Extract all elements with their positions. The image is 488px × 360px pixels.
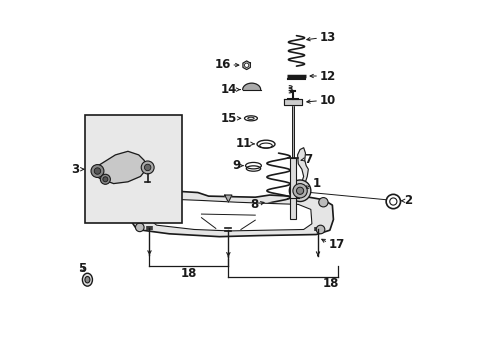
Text: 9: 9 xyxy=(231,159,240,172)
Circle shape xyxy=(145,131,151,136)
Circle shape xyxy=(135,223,144,231)
Text: 2: 2 xyxy=(403,194,411,207)
Text: 7: 7 xyxy=(304,153,312,166)
Circle shape xyxy=(132,194,142,203)
Bar xyxy=(289,158,296,220)
Circle shape xyxy=(316,225,324,234)
Circle shape xyxy=(296,187,303,194)
Polygon shape xyxy=(297,148,308,182)
Circle shape xyxy=(100,174,110,184)
Polygon shape xyxy=(243,61,250,69)
Text: 17: 17 xyxy=(328,238,345,251)
Text: 15: 15 xyxy=(221,112,237,125)
Polygon shape xyxy=(128,189,333,237)
Text: 4: 4 xyxy=(127,126,136,139)
Text: 1: 1 xyxy=(312,177,320,190)
Text: 6: 6 xyxy=(141,157,149,170)
Circle shape xyxy=(244,63,248,67)
Text: 13: 13 xyxy=(319,31,335,44)
Circle shape xyxy=(289,180,310,202)
Polygon shape xyxy=(148,199,311,231)
Text: 18: 18 xyxy=(322,278,338,291)
Text: 5: 5 xyxy=(78,262,86,275)
Text: 14: 14 xyxy=(221,83,237,96)
Text: 16: 16 xyxy=(214,58,231,71)
Polygon shape xyxy=(284,99,301,105)
Polygon shape xyxy=(143,128,153,139)
Polygon shape xyxy=(224,195,231,202)
Text: 10: 10 xyxy=(319,94,335,107)
Circle shape xyxy=(102,177,108,182)
Circle shape xyxy=(94,168,101,174)
Ellipse shape xyxy=(82,273,92,286)
Text: 11: 11 xyxy=(235,137,251,150)
Circle shape xyxy=(141,161,154,174)
Polygon shape xyxy=(92,151,147,184)
Circle shape xyxy=(91,165,104,177)
Text: 3: 3 xyxy=(71,163,80,176)
Ellipse shape xyxy=(85,276,90,283)
Bar xyxy=(85,116,182,223)
Circle shape xyxy=(292,184,306,198)
Circle shape xyxy=(318,198,327,207)
Text: 8: 8 xyxy=(249,198,258,211)
Polygon shape xyxy=(242,83,260,90)
Text: 12: 12 xyxy=(319,69,335,82)
Bar xyxy=(291,98,293,158)
Text: 18: 18 xyxy=(181,267,197,280)
Circle shape xyxy=(144,164,151,171)
